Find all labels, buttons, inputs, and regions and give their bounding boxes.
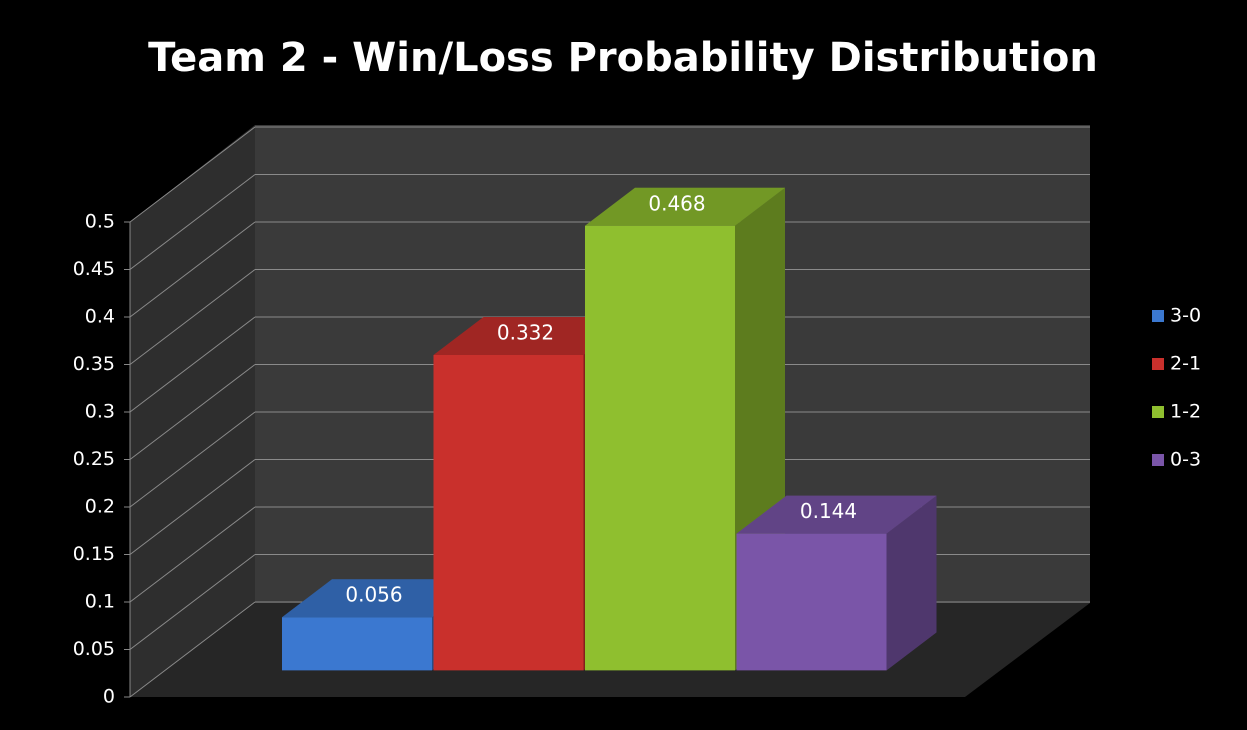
y-tick-label: 0.05 (73, 638, 115, 660)
data-label: 0.468 (648, 191, 705, 215)
grid-line (129, 506, 256, 603)
y-tick-label: 0.5 (85, 211, 115, 233)
bar-top-shade (585, 187, 785, 226)
bar-top-shade (736, 495, 937, 534)
legend-swatch (1152, 406, 1164, 418)
grid-line (129, 364, 256, 460)
legend-label: 0-3 (1170, 449, 1201, 471)
grid-line (129, 554, 256, 650)
legend-swatch (1152, 454, 1164, 466)
legend-swatch (1152, 310, 1164, 322)
bar (433, 355, 584, 671)
bar-top (736, 495, 937, 534)
bar (736, 533, 887, 671)
y-tick-label: 0.1 (85, 591, 115, 613)
bar (585, 225, 735, 671)
y-tick-label: 0.45 (73, 258, 115, 280)
y-tick-label: 0.2 (85, 496, 115, 518)
legend-label: 1-2 (1170, 401, 1201, 423)
bar-side-shade (886, 495, 937, 671)
bar (282, 617, 432, 671)
data-label: 0.332 (497, 321, 554, 345)
bar-side (886, 495, 937, 671)
grid-line (129, 174, 256, 270)
y-tick-label: 0.25 (73, 448, 115, 470)
side-wall (130, 125, 255, 697)
legend-swatch (1152, 358, 1164, 370)
bar-top (433, 317, 634, 355)
y-tick-label: 0.3 (85, 401, 115, 423)
y-tick-label: 0.4 (85, 306, 115, 328)
data-label: 0.144 (800, 499, 857, 523)
bar-top (585, 187, 785, 226)
y-tick-label: 0.35 (73, 353, 115, 375)
grid-line (129, 221, 256, 318)
legend-label: 3-0 (1170, 305, 1201, 327)
grid-line (129, 601, 256, 698)
grid-line (129, 411, 256, 508)
grid-line (129, 269, 256, 365)
chart-title: Team 2 - Win/Loss Probability Distributi… (148, 35, 1098, 81)
bar-top-shade (433, 317, 634, 355)
bar-top-shade (282, 579, 482, 618)
grid-line (129, 459, 256, 555)
data-label: 0.056 (345, 583, 402, 607)
bar-top (282, 579, 482, 618)
y-tick-label: 0.15 (73, 543, 115, 565)
grid-line (129, 316, 256, 413)
grid-line (129, 126, 256, 223)
y-tick-label: 0 (103, 686, 115, 708)
legend-label: 2-1 (1170, 353, 1201, 375)
